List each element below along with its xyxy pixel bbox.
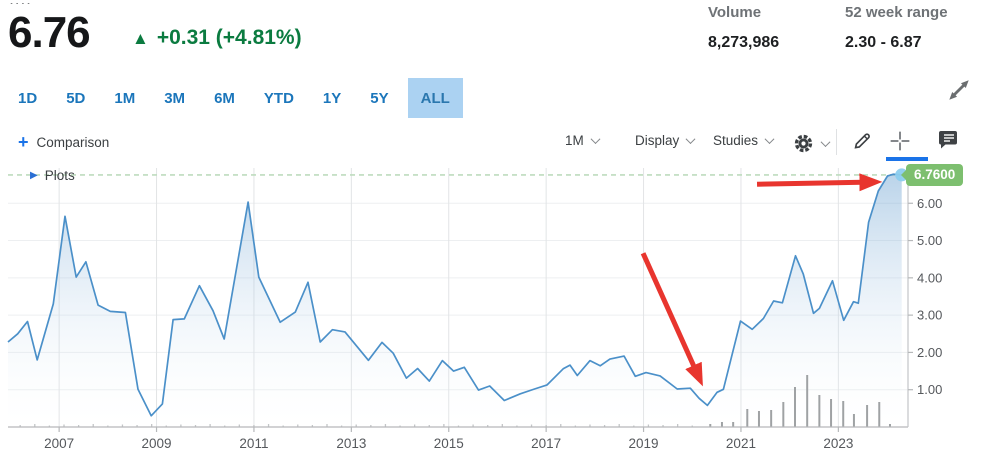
fullscreen-expand-icon[interactable] (945, 76, 973, 104)
tab-1m[interactable]: 1M (114, 89, 136, 107)
plus-icon: + (18, 132, 29, 152)
y-axis-tick-label: 2.00 (917, 345, 942, 360)
tab-5d[interactable]: 5D (66, 89, 86, 107)
annotation-arrows (640, 173, 883, 387)
chevron-down-icon (685, 134, 696, 145)
plots-label: Plots (44, 168, 75, 183)
chart-axes: 1.00 2.00 3.00 4.00 5.00 6.00 2007 2009 2011 2013… (8, 170, 942, 451)
52-week-range-label: 52 week range (845, 4, 948, 21)
annotation-comment-icon[interactable] (936, 130, 959, 155)
y-axis-tick-label: 1.00 (917, 382, 942, 397)
volume-value: 8,273,986 (708, 34, 780, 51)
price-change: ▲ +0.31 (+4.81%) (132, 26, 302, 50)
chart-series (7, 168, 909, 427)
gear-icon (793, 133, 814, 154)
comparison-label: Comparison (36, 134, 110, 150)
x-axis-tick-label: 2021 (726, 436, 756, 451)
tab-1d[interactable]: 1D (18, 89, 38, 107)
chevron-down-icon (820, 137, 831, 148)
x-axis-tick-label: 2019 (629, 436, 659, 451)
last-price: 6.76 (8, 8, 91, 57)
tab-ytd[interactable]: YTD (263, 89, 294, 107)
x-axis-tick-label: 2009 (142, 436, 172, 451)
52-week-range-stat: 52 week range 2.30 - 6.87 (845, 4, 948, 52)
x-axis-tick-label: 2013 (336, 436, 366, 451)
last-price-badge: 6.7600 (900, 163, 964, 186)
up-arrow-icon: ▲ (132, 28, 149, 48)
x-axis-tick-label: 2023 (823, 436, 853, 451)
active-tool-indicator (886, 157, 928, 161)
display-label: Display (635, 133, 680, 148)
52-week-range-value: 2.30 - 6.87 (845, 34, 922, 51)
add-comparison-button[interactable]: + Comparison (18, 133, 109, 151)
volume-label: Volume (708, 4, 762, 21)
plots-toggle[interactable]: ▶ Plots (30, 168, 75, 183)
x-axis-tick-label: 2007 (44, 436, 74, 451)
draw-pencil-icon[interactable] (851, 130, 873, 157)
toolbar-divider (836, 129, 837, 155)
x-axis-tick-label: 2017 (531, 436, 561, 451)
chevron-down-icon (590, 134, 601, 145)
tab-5y[interactable]: 5Y (370, 89, 389, 107)
volume-stat: Volume 8,273,986 (708, 4, 779, 52)
x-axis-tick-label: 2015 (434, 436, 464, 451)
tab-3m[interactable]: 3M (164, 89, 186, 107)
display-dropdown[interactable]: Display (635, 133, 696, 148)
crosshair-icon[interactable] (889, 130, 911, 157)
studies-label: Studies (713, 133, 759, 148)
y-axis-tick-label: 4.00 (917, 270, 942, 285)
chevron-down-icon (764, 134, 775, 145)
y-axis-tick-label: 5.00 (917, 233, 942, 248)
studies-dropdown[interactable]: Studies (713, 133, 775, 148)
y-axis-tick-label: 3.00 (917, 308, 942, 323)
price-chart[interactable]: 1.00 2.00 3.00 4.00 5.00 6.00 2007 2009 2011 2013… (0, 160, 981, 466)
interval-value: 1M (565, 133, 584, 148)
clipped-top-text: ···· (10, 0, 50, 4)
price-change-text: +0.31 (+4.81%) (156, 26, 302, 49)
tab-1y[interactable]: 1Y (322, 89, 342, 107)
y-axis-tick-label: 6.00 (917, 196, 942, 211)
chart-toolbar: + Comparison 1M Display Studies (0, 127, 981, 161)
x-axis-tick-label: 2011 (239, 436, 268, 451)
plots-expand-icon: ▶ (30, 169, 38, 181)
settings-dropdown[interactable] (793, 133, 831, 154)
interval-dropdown[interactable]: 1M (565, 133, 601, 148)
range-tabs: 1D 5D 1M 3M 6M YTD 1Y 5Y ALL (8, 78, 472, 118)
tab-6m[interactable]: 6M (214, 89, 235, 107)
tab-all[interactable]: ALL (407, 78, 463, 118)
